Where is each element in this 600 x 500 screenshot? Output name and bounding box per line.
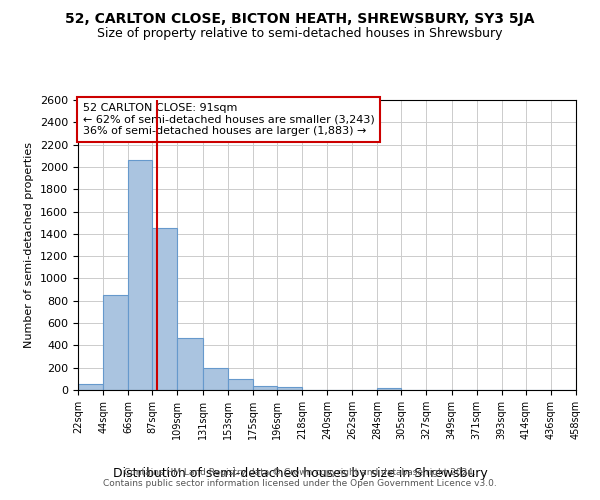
Text: Contains HM Land Registry data © Crown copyright and database right 2024.
Contai: Contains HM Land Registry data © Crown c… xyxy=(103,468,497,487)
Text: Size of property relative to semi-detached houses in Shrewsbury: Size of property relative to semi-detach… xyxy=(97,28,503,40)
Bar xyxy=(277,387,302,390)
Bar xyxy=(103,295,128,390)
Bar xyxy=(253,386,277,390)
Bar xyxy=(227,380,253,390)
Text: 52, CARLTON CLOSE, BICTON HEATH, SHREWSBURY, SY3 5JA: 52, CARLTON CLOSE, BICTON HEATH, SHREWSB… xyxy=(65,12,535,26)
Y-axis label: Number of semi-detached properties: Number of semi-detached properties xyxy=(25,142,34,348)
Bar xyxy=(152,228,178,390)
Bar xyxy=(78,384,103,390)
Text: Distribution of semi-detached houses by size in Shrewsbury: Distribution of semi-detached houses by … xyxy=(113,467,487,480)
Bar xyxy=(128,160,152,390)
Bar xyxy=(178,338,203,390)
Text: 52 CARLTON CLOSE: 91sqm
← 62% of semi-detached houses are smaller (3,243)
36% of: 52 CARLTON CLOSE: 91sqm ← 62% of semi-de… xyxy=(83,103,375,136)
Bar xyxy=(203,368,227,390)
Bar xyxy=(377,388,401,390)
